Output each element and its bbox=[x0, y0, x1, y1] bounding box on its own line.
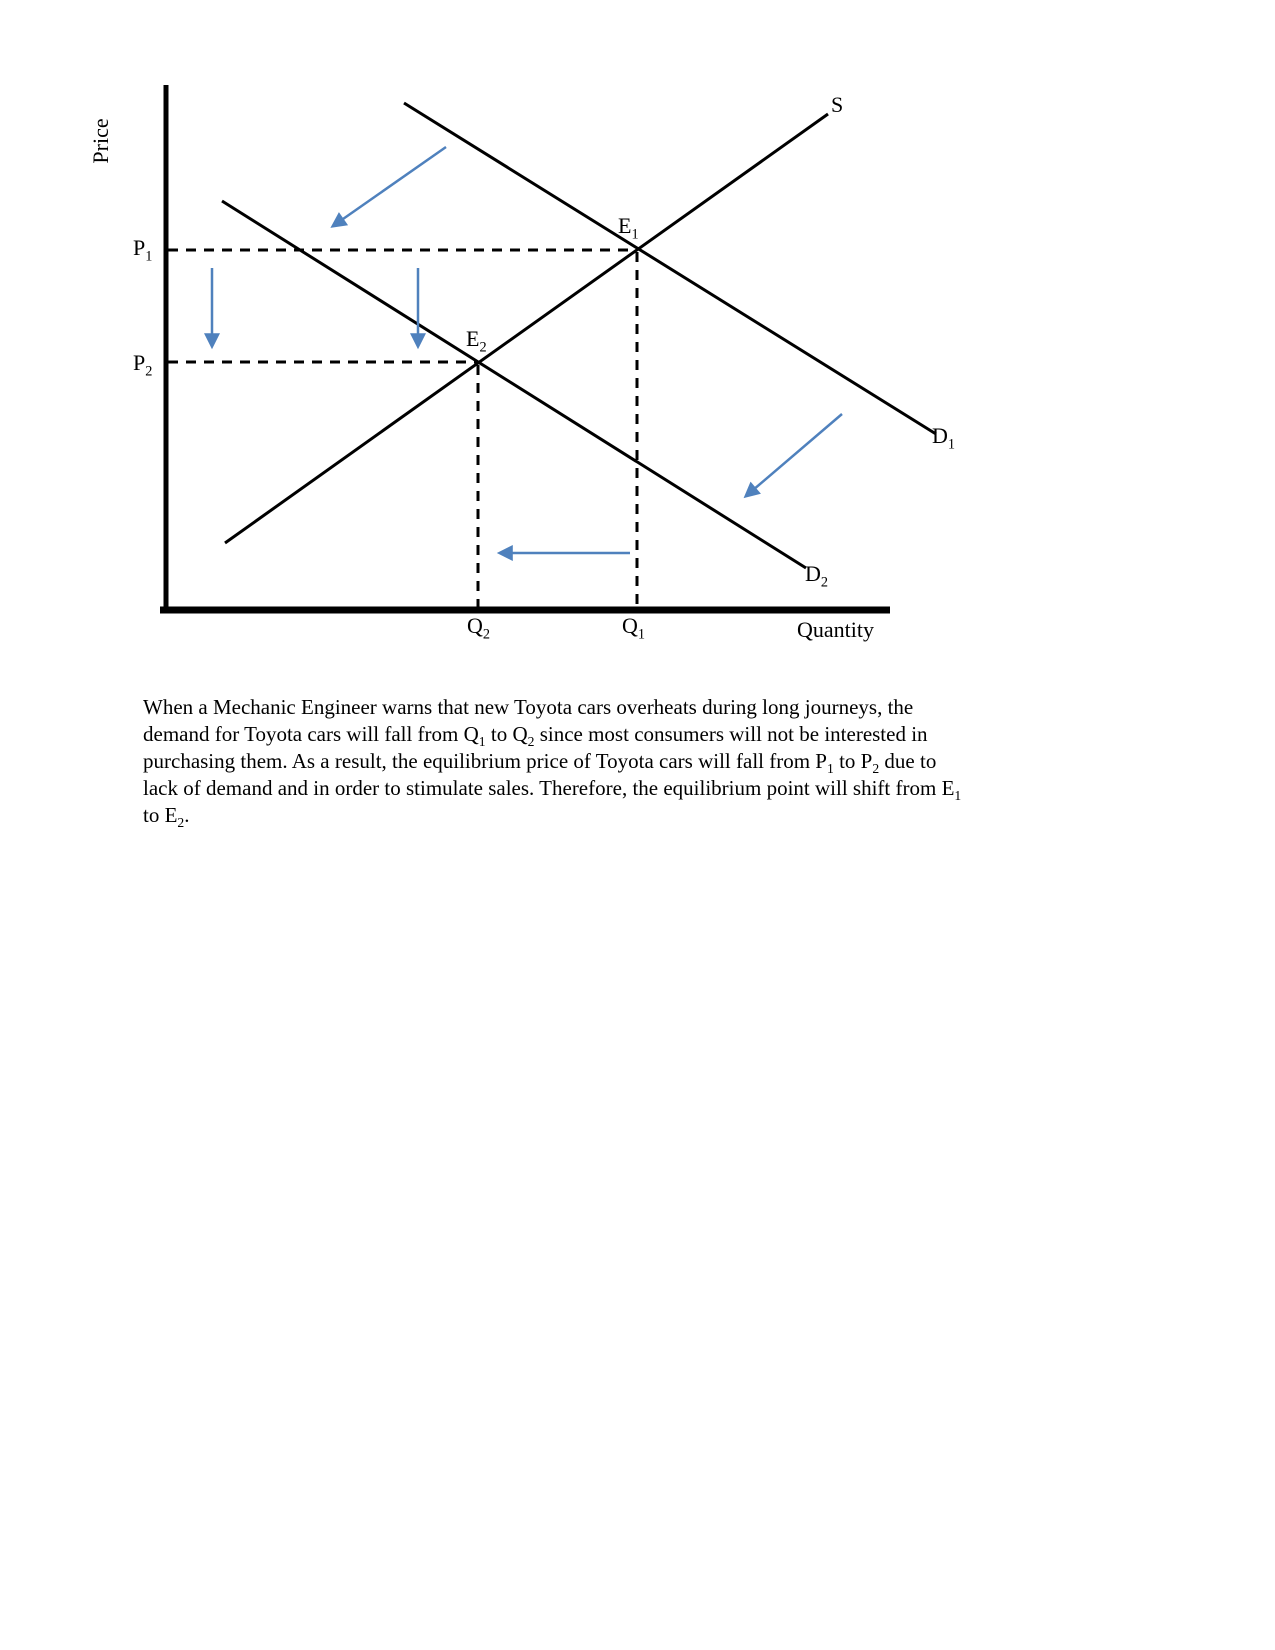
paragraph-line: When a Mechanic Engineer warns that new … bbox=[143, 695, 914, 719]
demand-curve-2 bbox=[221, 199, 807, 570]
paragraph-line: demand for Toyota cars will fall from Q1… bbox=[143, 722, 928, 750]
supply-demand-diagram: Price Quantity P1 P2 Q2 Q1 E1 E2 S D1 D2 bbox=[0, 0, 1275, 660]
y-axis-label: Price bbox=[88, 118, 113, 164]
supply-label: S bbox=[831, 92, 844, 117]
e2-label: E2 bbox=[466, 326, 487, 356]
paragraph-line: lack of demand and in order to stimulate… bbox=[143, 776, 962, 804]
paragraph-line: purchasing them. As a result, the equili… bbox=[143, 749, 937, 777]
demand-2-label: D2 bbox=[805, 561, 829, 591]
paragraph-line: to E2. bbox=[143, 803, 190, 831]
supply-curve bbox=[224, 112, 829, 545]
x-axis-label: Quantity bbox=[797, 617, 874, 642]
demand-curve-1 bbox=[403, 101, 937, 436]
demand-shift-arrow-upper bbox=[330, 145, 447, 228]
explanation-paragraph: When a Mechanic Engineer warns that new … bbox=[143, 694, 1103, 831]
q2-label: Q2 bbox=[467, 613, 491, 643]
demand-shift-arrow-lower bbox=[743, 413, 843, 499]
q1-label: Q1 bbox=[622, 613, 646, 643]
demand-1-label: D1 bbox=[932, 423, 956, 453]
p1-label: P1 bbox=[133, 235, 153, 265]
p2-label: P2 bbox=[133, 350, 153, 380]
diagram-canvas bbox=[160, 85, 937, 614]
e1-label: E1 bbox=[618, 213, 639, 243]
